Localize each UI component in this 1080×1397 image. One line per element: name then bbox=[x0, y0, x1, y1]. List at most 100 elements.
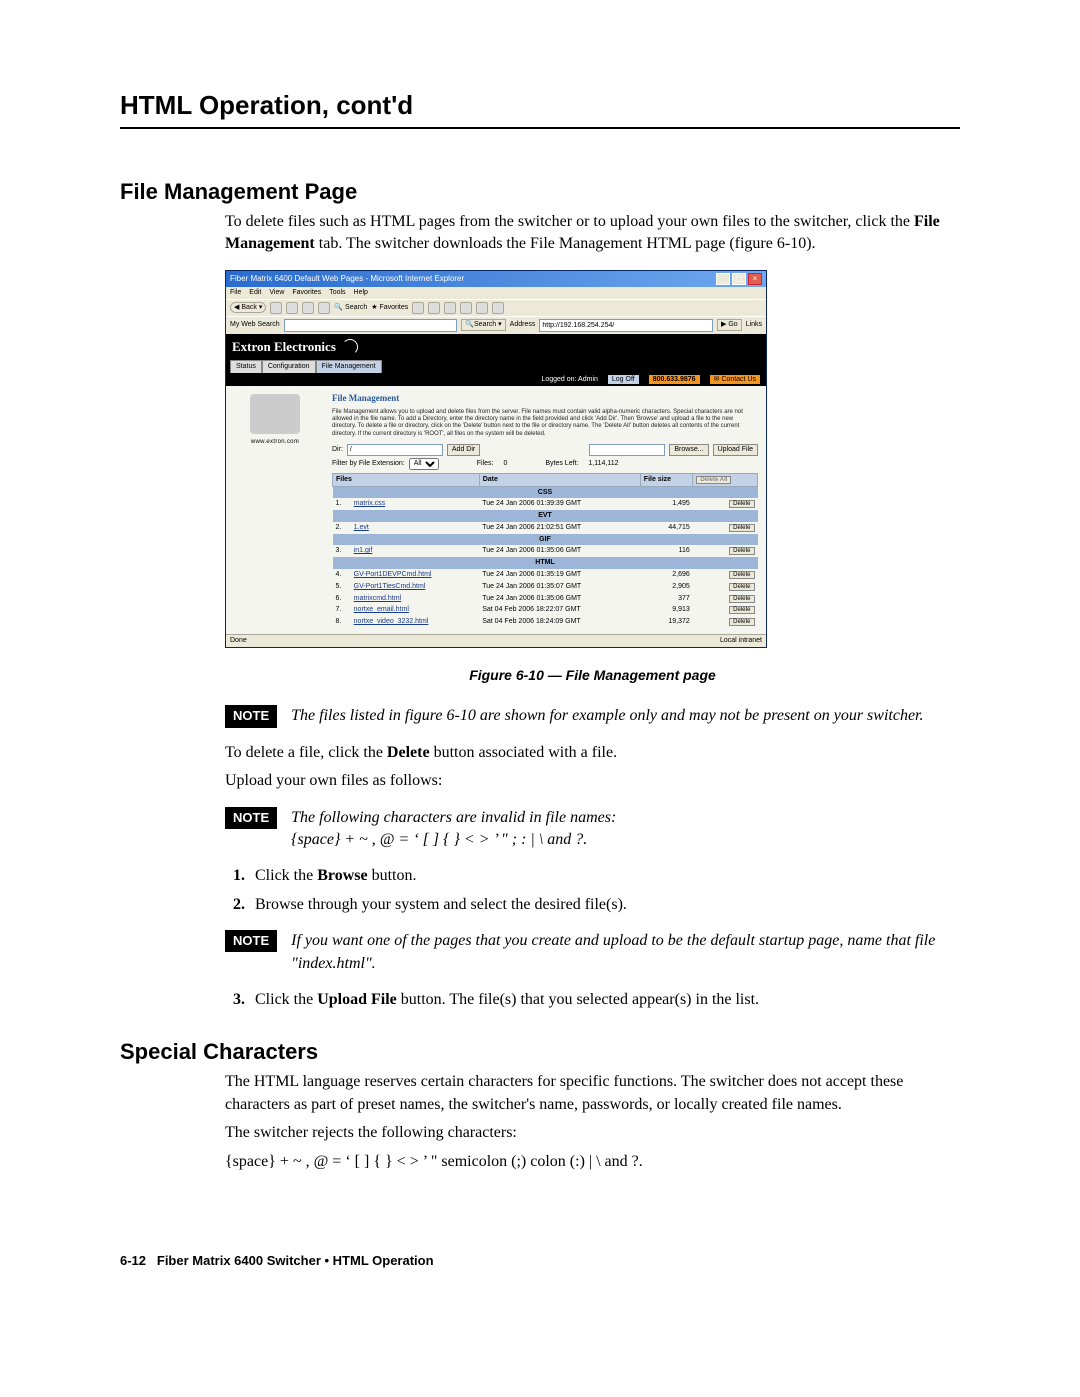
forward-icon bbox=[270, 302, 282, 314]
delete-button: Delete bbox=[729, 618, 754, 626]
note-text: The files listed in figure 6-10 are show… bbox=[291, 705, 923, 727]
page-content: Extron Electronics Status Configuration … bbox=[226, 334, 766, 634]
step-2: Browse through your system and select th… bbox=[249, 894, 960, 916]
group-gif: GIF bbox=[333, 534, 758, 546]
delete-button: Delete bbox=[729, 606, 754, 614]
step-3: Click the Upload File button. The file(s… bbox=[249, 989, 960, 1011]
phone-label: 800.633.9876 bbox=[649, 375, 700, 385]
mywebsearch-button: 🔍Search ▾ bbox=[461, 319, 505, 331]
tab-status: Status bbox=[230, 360, 262, 373]
note-badge: NOTE bbox=[225, 930, 277, 952]
delete-paragraph: To delete a file, click the Delete butto… bbox=[225, 742, 960, 764]
extron-url: www.extron.com bbox=[230, 438, 320, 446]
section-heading-special-characters: Special Characters bbox=[120, 1039, 960, 1065]
delete-button: Delete bbox=[729, 500, 754, 508]
extron-main: File Management File Management allows y… bbox=[324, 386, 766, 634]
upload-paragraph: Upload your own files as follows: bbox=[225, 770, 960, 792]
extron-sidebar: www.extron.com bbox=[226, 386, 324, 634]
table-row: 2.1.evtTue 24 Jan 2006 21:02:51 GMT44,71… bbox=[333, 522, 758, 534]
upload-file-button: Upload File bbox=[713, 444, 758, 456]
table-row: 5.GV-Port1TiesCmd.htmlTue 24 Jan 2006 01… bbox=[333, 581, 758, 593]
address-input bbox=[539, 319, 713, 332]
steps-list-cont: Click the Upload File button. The file(s… bbox=[225, 989, 960, 1011]
group-html: HTML bbox=[333, 557, 758, 569]
extron-tabs: Status Configuration File Management bbox=[226, 360, 766, 373]
chapter-title: HTML Operation, cont'd bbox=[120, 90, 960, 121]
chapter-rule bbox=[120, 127, 960, 129]
ie-statusbar: Done Local intranet bbox=[226, 634, 766, 647]
page-footer: 6-12 Fiber Matrix 6400 Switcher • HTML O… bbox=[120, 1253, 960, 1268]
mail-icon bbox=[428, 302, 440, 314]
group-evt: EVT bbox=[333, 510, 758, 522]
steps-list: Click the Browse button. Browse through … bbox=[225, 865, 960, 916]
panel-blurb: File Management allows you to upload and… bbox=[332, 409, 758, 438]
window-buttons: _ ▢ × bbox=[716, 273, 762, 285]
maximize-icon: ▢ bbox=[732, 273, 746, 285]
back-button: ◀ Back ▾ bbox=[230, 302, 266, 314]
edit-icon bbox=[460, 302, 472, 314]
tab-file-management: File Management bbox=[316, 360, 382, 373]
table-row: 7.nortxe_email.htmlSat 04 Feb 2006 18:22… bbox=[333, 604, 758, 616]
delete-all-button: Delete All bbox=[696, 476, 731, 484]
home-icon bbox=[318, 302, 330, 314]
step-1: Click the Browse button. bbox=[249, 865, 960, 887]
th-date: Date bbox=[479, 473, 640, 486]
extron-logo-icon bbox=[342, 339, 358, 355]
table-row: 3.in1.gifTue 24 Jan 2006 01:35:06 GMT116… bbox=[333, 545, 758, 557]
th-action: Delete All bbox=[693, 473, 758, 486]
ie-search-row: My Web Search 🔍Search ▾ Address ▶ Go Lin… bbox=[226, 316, 766, 334]
address-label: Address bbox=[510, 320, 536, 330]
delete-button: Delete bbox=[729, 583, 754, 591]
note-text: If you want one of the pages that you cr… bbox=[291, 930, 960, 975]
go-button: ▶ Go bbox=[717, 319, 742, 331]
ie-titlebar: Fiber Matrix 6400 Default Web Pages - Mi… bbox=[226, 271, 766, 287]
extron-header: Extron Electronics bbox=[226, 334, 766, 360]
delete-button: Delete bbox=[729, 524, 754, 532]
refresh-icon bbox=[302, 302, 314, 314]
extron-logo-placeholder bbox=[250, 394, 300, 434]
extron-login-row: Logged on: Admin Log Off 800.633.9876 ✉ … bbox=[226, 373, 766, 387]
filter-row: Filter by File Extension: All Files: 0 B… bbox=[332, 458, 758, 470]
favorites-label: ★ Favorites bbox=[371, 303, 408, 313]
discuss-icon bbox=[476, 302, 488, 314]
file-table: Files Date File size Delete All CSS 1.ma… bbox=[332, 473, 758, 628]
filter-select: All bbox=[409, 458, 439, 470]
ie-toolbar: ◀ Back ▾ 🔍 Search ★ Favorites bbox=[226, 299, 766, 316]
dir-row: Dir: Add Dir Browse... Upload File bbox=[332, 444, 758, 456]
delete-button: Delete bbox=[729, 571, 754, 579]
table-row: 4.GV-Port1DEVPCmd.htmlTue 24 Jan 2006 01… bbox=[333, 569, 758, 581]
group-css: CSS bbox=[333, 486, 758, 498]
minimize-icon: _ bbox=[716, 273, 730, 285]
special-p3: {space} + ~ , @ = ‘ [ ] { } < > ’ " semi… bbox=[225, 1151, 960, 1173]
table-row: 6.matrixcmd.htmlTue 24 Jan 2006 01:35:06… bbox=[333, 593, 758, 605]
intro-paragraph: To delete files such as HTML pages from … bbox=[225, 211, 960, 256]
mywebsearch-input bbox=[284, 319, 458, 332]
note-1: NOTE The files listed in figure 6-10 are… bbox=[225, 705, 960, 727]
note-3: NOTE If you want one of the pages that y… bbox=[225, 930, 960, 975]
note-text: The following characters are invalid in … bbox=[291, 807, 616, 852]
print-icon bbox=[444, 302, 456, 314]
figure-caption: Figure 6-10 — File Management page bbox=[225, 666, 960, 686]
th-size: File size bbox=[640, 473, 693, 486]
stop-icon bbox=[286, 302, 298, 314]
add-dir-button: Add Dir bbox=[447, 444, 480, 456]
th-files: Files bbox=[333, 473, 480, 486]
panel-heading: File Management bbox=[332, 392, 758, 405]
history-icon bbox=[412, 302, 424, 314]
note-badge: NOTE bbox=[225, 705, 277, 727]
special-p1: The HTML language reserves certain chara… bbox=[225, 1071, 960, 1116]
browse-button: Browse... bbox=[669, 444, 708, 456]
links-label: Links bbox=[746, 320, 762, 330]
screenshot-ie-window: Fiber Matrix 6400 Default Web Pages - Mi… bbox=[225, 270, 767, 648]
research-icon bbox=[492, 302, 504, 314]
special-p2: The switcher rejects the following chara… bbox=[225, 1122, 960, 1144]
delete-button: Delete bbox=[729, 595, 754, 603]
contact-button: ✉ Contact Us bbox=[710, 375, 760, 385]
section-heading-file-management: File Management Page bbox=[120, 179, 960, 205]
logoff-button: Log Off bbox=[608, 375, 639, 385]
note-badge: NOTE bbox=[225, 807, 277, 829]
table-row: 1.matrix.cssTue 24 Jan 2006 01:39:39 GMT… bbox=[333, 498, 758, 510]
note-2: NOTE The following characters are invali… bbox=[225, 807, 960, 852]
search-label: 🔍 Search bbox=[334, 303, 367, 313]
table-row: 8.nortxe_video_3232.htmlSat 04 Feb 2006 … bbox=[333, 616, 758, 628]
